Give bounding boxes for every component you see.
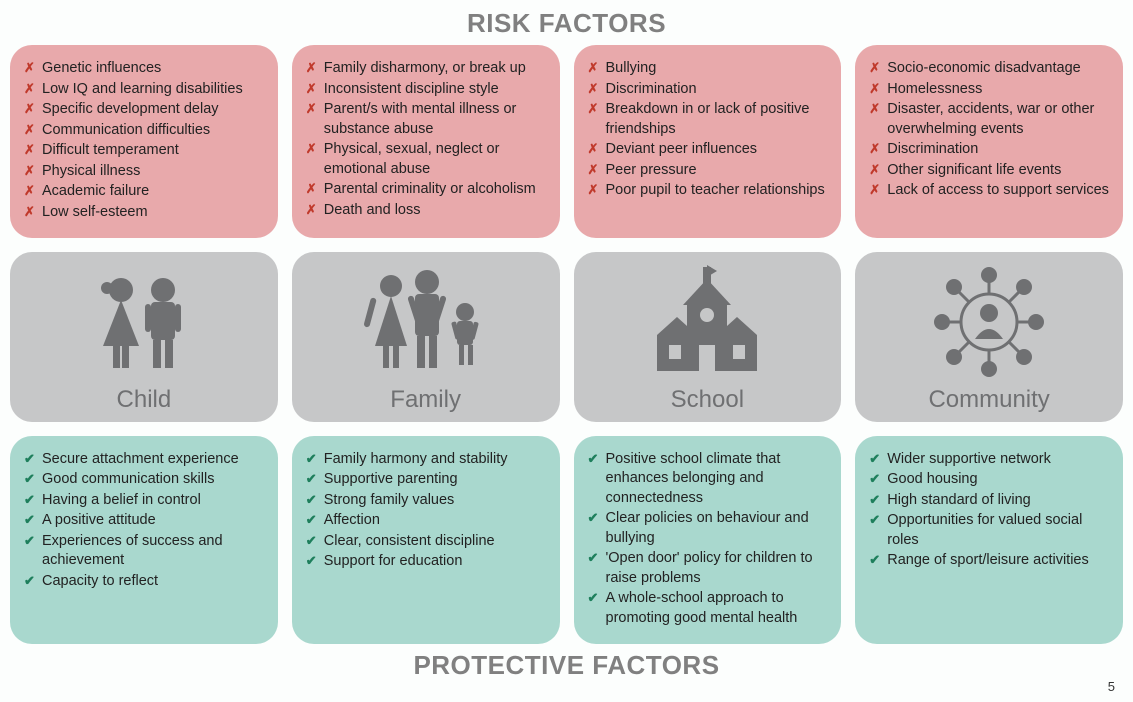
list-item: Communication difficulties bbox=[24, 121, 266, 141]
category-label-family: Family bbox=[390, 386, 461, 414]
list-item: Specific development delay bbox=[24, 100, 266, 120]
category-label-school: School bbox=[671, 386, 744, 414]
list-item: High standard of living bbox=[869, 491, 1111, 511]
list-item: 'Open door' policy for children to raise… bbox=[588, 549, 830, 588]
risk-card-community: Socio-economic disadvantageHomelessnessD… bbox=[855, 45, 1123, 238]
list-item: Discrimination bbox=[588, 80, 830, 100]
list-item: Having a belief in control bbox=[24, 491, 266, 511]
protective-factors-title: PROTECTIVE FACTORS bbox=[10, 650, 1123, 681]
list-item: Capacity to reflect bbox=[24, 572, 266, 592]
risk-card-child: Genetic influencesLow IQ and learning di… bbox=[10, 45, 278, 238]
list-item: Low IQ and learning disabilities bbox=[24, 80, 266, 100]
risk-list-school: BullyingDiscriminationBreakdown in or la… bbox=[588, 59, 830, 201]
list-item: Clear, consistent discipline bbox=[306, 532, 548, 552]
category-label-child: Child bbox=[117, 386, 172, 414]
list-item: Secure attachment experience bbox=[24, 450, 266, 470]
category-row: Child bbox=[10, 252, 1123, 422]
list-item: Other significant life events bbox=[869, 161, 1111, 181]
list-item: Peer pressure bbox=[588, 161, 830, 181]
list-item: Bullying bbox=[588, 59, 830, 79]
risk-row: Genetic influencesLow IQ and learning di… bbox=[10, 45, 1123, 238]
risk-list-child: Genetic influencesLow IQ and learning di… bbox=[24, 59, 266, 223]
risk-list-community: Socio-economic disadvantageHomelessnessD… bbox=[869, 59, 1111, 201]
page-number: 5 bbox=[1108, 679, 1115, 694]
list-item: Genetic influences bbox=[24, 59, 266, 79]
risk-list-family: Family disharmony, or break upInconsiste… bbox=[306, 59, 548, 221]
list-item: Wider supportive network bbox=[869, 450, 1111, 470]
list-item: Positive school climate that enhances be… bbox=[588, 450, 830, 509]
protective-list-child: Secure attachment experienceGood communi… bbox=[24, 450, 266, 592]
list-item: Parental criminality or alcoholism bbox=[306, 180, 548, 200]
risk-factors-title: RISK FACTORS bbox=[10, 8, 1123, 39]
list-item: A positive attitude bbox=[24, 511, 266, 531]
category-card-school: School bbox=[574, 252, 842, 422]
list-item: Death and loss bbox=[306, 201, 548, 221]
risk-card-family: Family disharmony, or break upInconsiste… bbox=[292, 45, 560, 238]
list-item: Good housing bbox=[869, 470, 1111, 490]
list-item: Supportive parenting bbox=[306, 470, 548, 490]
protective-card-community: Wider supportive networkGood housingHigh… bbox=[855, 436, 1123, 644]
list-item: Low self-esteem bbox=[24, 203, 266, 223]
family-icon bbox=[302, 262, 550, 384]
list-item: Academic failure bbox=[24, 182, 266, 202]
list-item: Lack of access to support services bbox=[869, 181, 1111, 201]
children-icon bbox=[20, 262, 268, 384]
list-item: Experiences of success and achievement bbox=[24, 532, 266, 571]
list-item: Deviant peer influences bbox=[588, 140, 830, 160]
list-item: Poor pupil to teacher relationships bbox=[588, 181, 830, 201]
category-card-child: Child bbox=[10, 252, 278, 422]
list-item: Strong family values bbox=[306, 491, 548, 511]
list-item: Parent/s with mental illness or substanc… bbox=[306, 100, 548, 139]
list-item: Affection bbox=[306, 511, 548, 531]
protective-list-community: Wider supportive networkGood housingHigh… bbox=[869, 450, 1111, 571]
protective-card-school: Positive school climate that enhances be… bbox=[574, 436, 842, 644]
school-icon bbox=[584, 262, 832, 384]
list-item: Disaster, accidents, war or other overwh… bbox=[869, 100, 1111, 139]
list-item: Range of sport/leisure activities bbox=[869, 551, 1111, 571]
list-item: Good communication skills bbox=[24, 470, 266, 490]
list-item: Homelessness bbox=[869, 80, 1111, 100]
category-label-community: Community bbox=[928, 386, 1049, 414]
list-item: Clear policies on behaviour and bullying bbox=[588, 509, 830, 548]
list-item: Opportunities for valued social roles bbox=[869, 511, 1111, 550]
protective-list-school: Positive school climate that enhances be… bbox=[588, 450, 830, 629]
list-item: Family harmony and stability bbox=[306, 450, 548, 470]
protective-card-family: Family harmony and stabilitySupportive p… bbox=[292, 436, 560, 644]
protective-row: Secure attachment experienceGood communi… bbox=[10, 436, 1123, 644]
list-item: A whole-school approach to promoting goo… bbox=[588, 589, 830, 628]
list-item: Family disharmony, or break up bbox=[306, 59, 548, 79]
list-item: Physical, sexual, neglect or emotional a… bbox=[306, 140, 548, 179]
category-card-family: Family bbox=[292, 252, 560, 422]
list-item: Breakdown in or lack of positive friends… bbox=[588, 100, 830, 139]
list-item: Support for education bbox=[306, 552, 548, 572]
network-icon bbox=[865, 262, 1113, 384]
list-item: Difficult temperament bbox=[24, 141, 266, 161]
list-item: Physical illness bbox=[24, 162, 266, 182]
risk-card-school: BullyingDiscriminationBreakdown in or la… bbox=[574, 45, 842, 238]
protective-list-family: Family harmony and stabilitySupportive p… bbox=[306, 450, 548, 572]
category-card-community: Community bbox=[855, 252, 1123, 422]
list-item: Inconsistent discipline style bbox=[306, 80, 548, 100]
list-item: Socio-economic disadvantage bbox=[869, 59, 1111, 79]
list-item: Discrimination bbox=[869, 140, 1111, 160]
protective-card-child: Secure attachment experienceGood communi… bbox=[10, 436, 278, 644]
